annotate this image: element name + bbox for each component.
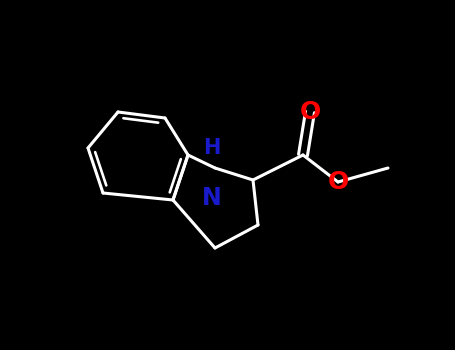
Text: H: H [203, 138, 221, 158]
Text: O: O [328, 170, 349, 194]
Text: O: O [299, 100, 321, 124]
Text: N: N [202, 158, 222, 210]
